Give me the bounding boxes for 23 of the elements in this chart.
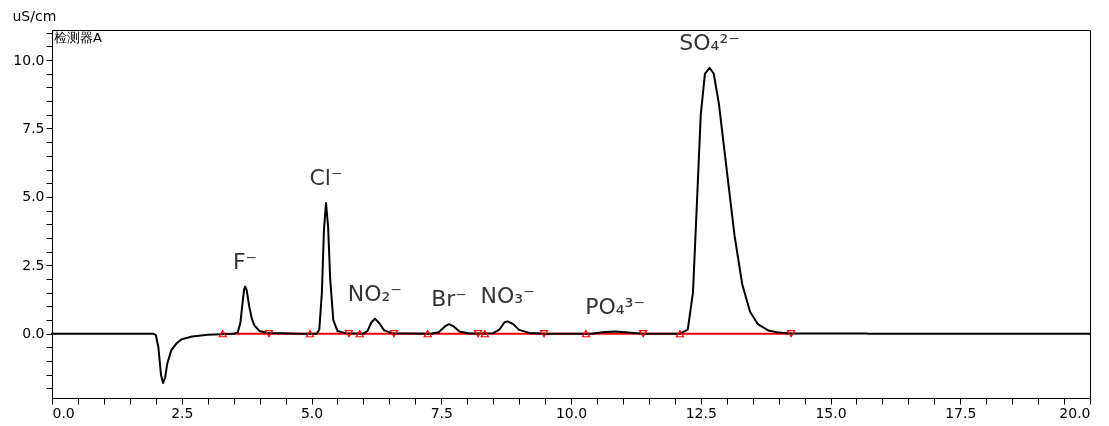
x-tick-label: 7.5: [430, 404, 453, 421]
y-tick-label: 2.5: [22, 256, 45, 273]
annotation: F⁻: [232, 248, 258, 274]
x-tick-label: 17.5: [945, 404, 977, 421]
x-tick-label: 2.5: [171, 404, 194, 421]
annotation: Cl⁻: [309, 164, 343, 190]
x-tick-label: 0.0: [52, 404, 75, 421]
y-axis-title: uS/cm: [12, 7, 57, 24]
x-tick-label: 20.0: [1059, 404, 1091, 421]
x-tick-label: 5.0: [300, 404, 324, 421]
y-tick-label: 5.0: [22, 188, 45, 205]
annotation: SO₄²⁻: [679, 29, 740, 55]
annotation: NO₂⁻: [347, 280, 402, 306]
annotation: Br⁻: [431, 286, 467, 312]
y-tick-label: 10.0: [13, 51, 45, 68]
x-tick-label: 10.0: [555, 404, 588, 421]
y-tick-label: 0.0: [22, 325, 45, 342]
annotation: PO₄³⁻: [585, 293, 646, 319]
x-tick-label: 12.5: [685, 404, 717, 421]
x-tick-label: 15.0: [815, 404, 847, 421]
y-tick-label: 7.5: [22, 120, 45, 136]
chart-title: 检测器A: [54, 30, 102, 45]
annotation: NO₃⁻: [480, 283, 535, 309]
